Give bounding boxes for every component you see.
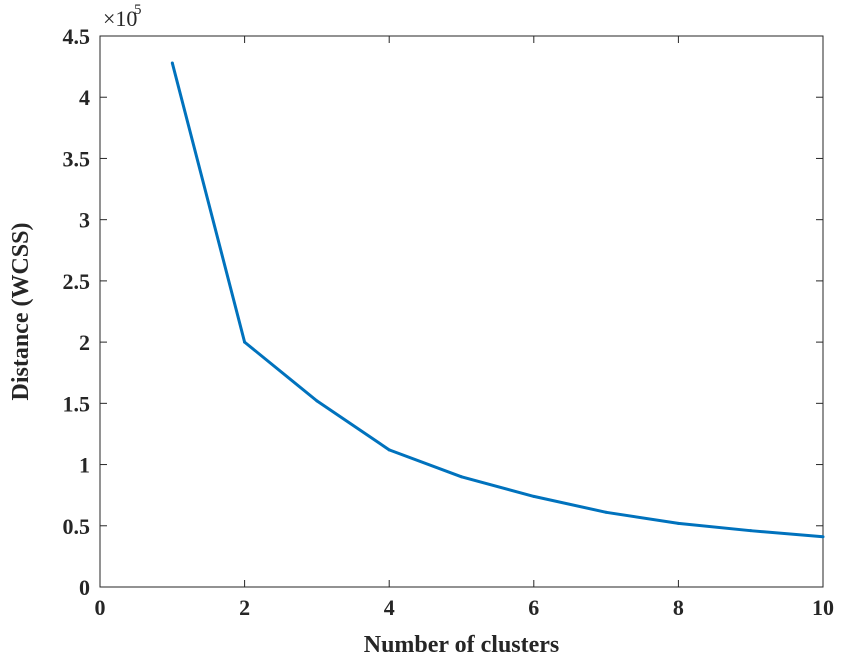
data-point [821, 535, 825, 539]
y-tick-label: 0 [79, 575, 90, 600]
y-tick-label: 0.5 [63, 514, 91, 539]
x-tick-label: 4 [384, 595, 395, 620]
data-point [532, 494, 536, 498]
y-tick-label: 4 [79, 85, 90, 110]
y-tick-label: 1 [79, 453, 90, 478]
x-tick-label: 10 [812, 595, 834, 620]
y-axis-ticks: 0 0.5 1 1.5 2 2.5 3 3.5 4 4.5 [63, 24, 823, 600]
y-tick-label: 2.5 [63, 269, 91, 294]
series-line [170, 62, 824, 539]
y-axis-label: Distance (WCSS) [8, 223, 34, 401]
data-point [460, 475, 463, 479]
x-tick-label: 6 [528, 595, 539, 620]
data-point [387, 448, 391, 452]
y-tick-label: 2 [79, 330, 90, 355]
x-axis-ticks: 0 2 4 6 8 10 [95, 36, 834, 620]
x-tick-label: 8 [673, 595, 684, 620]
data-point [749, 529, 753, 533]
y-exponent-power: 5 [134, 2, 142, 18]
y-tick-label: 3.5 [63, 146, 91, 171]
data-point [170, 61, 174, 65]
data-point [604, 510, 608, 514]
y-tick-label: 4.5 [63, 24, 91, 49]
y-exponent-label: ×10 [103, 6, 137, 31]
series-layer [170, 61, 825, 539]
data-point [243, 340, 247, 344]
data-point [315, 399, 319, 403]
x-axis-label: Number of clusters [364, 632, 560, 658]
x-tick-label: 0 [95, 595, 106, 620]
plot-area [99, 35, 824, 588]
data-point [676, 521, 680, 525]
x-tick-label: 2 [239, 595, 250, 620]
y-tick-label: 1.5 [63, 391, 91, 416]
y-tick-label: 3 [79, 208, 90, 233]
